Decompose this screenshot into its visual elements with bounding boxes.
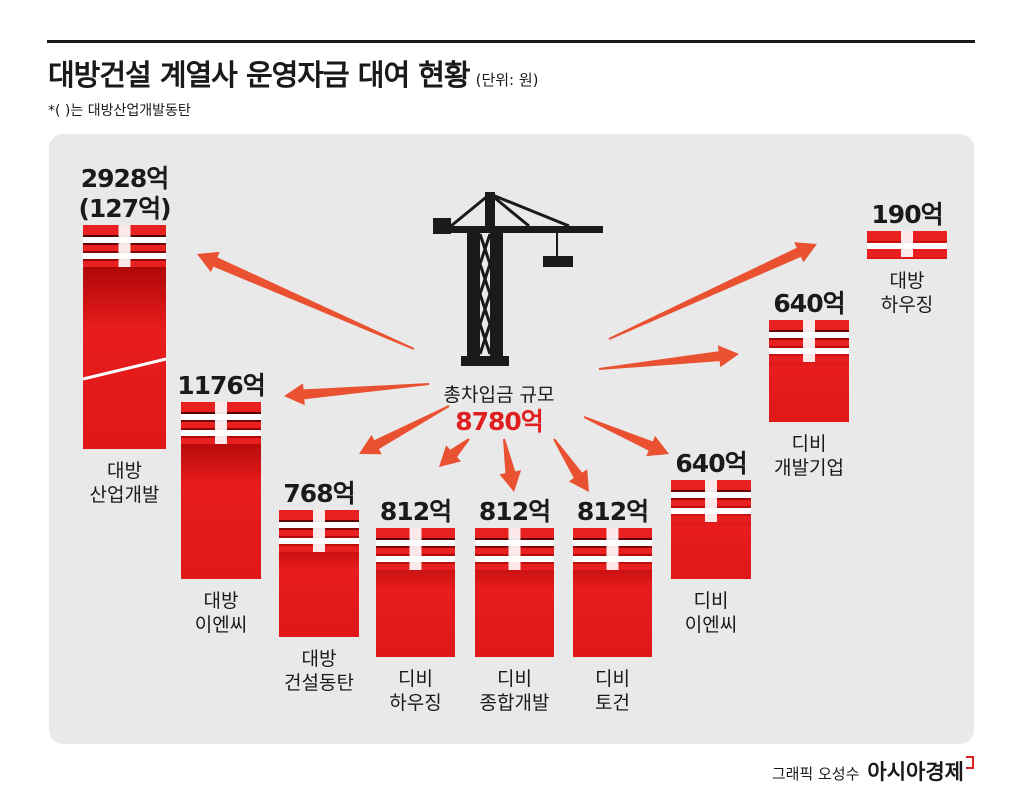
money-stack-icon xyxy=(573,528,652,570)
bar-category-label: 대방 xyxy=(107,460,142,482)
bar-category-label: 하우징 xyxy=(881,294,933,316)
crane-icon xyxy=(433,192,603,366)
bar-category-label: 디비 xyxy=(497,668,532,690)
bar-value-label: 812억 xyxy=(380,497,451,526)
money-stack-icon xyxy=(671,480,751,522)
bar-category-label: 건설동탄 xyxy=(284,672,354,694)
bar-value-label: 812억 xyxy=(577,497,648,526)
bar-category-label: 디비 xyxy=(792,433,827,455)
center-label: 총차입금 규모 xyxy=(444,384,555,406)
break-line xyxy=(82,357,167,381)
bar-category-label: 이엔씨 xyxy=(685,614,737,636)
bar-value-label: 190억 xyxy=(871,200,942,229)
bar-category-label: 대방 xyxy=(302,648,337,670)
page-title: 대방건설 계열사 운영자금 대여 현황 (단위: 원) xyxy=(48,52,539,94)
bars-group: (127억)2928억대방산업개발1176억대방이엔씨768억대방건설동탄812… xyxy=(78,164,947,714)
brand-logo: 아시아경제 xyxy=(867,760,964,784)
chart-svg: (127억)2928억대방산업개발1176억대방이엔씨768억대방건설동탄812… xyxy=(78,164,947,714)
bar-category-label: 디비 xyxy=(595,668,630,690)
footnote: *( )는 대방산업개발동탄 xyxy=(48,103,191,119)
arrow-3 xyxy=(359,405,450,455)
money-stack-icon xyxy=(181,402,261,444)
bar-category-label: 대방 xyxy=(204,590,239,612)
arrow-4 xyxy=(439,438,470,467)
bar-category-label: 이엔씨 xyxy=(195,614,247,636)
money-stack-icon xyxy=(279,510,359,552)
money-stack-icon xyxy=(376,528,455,570)
credit: 그래픽 오성수 아시아경제 xyxy=(772,756,974,786)
arrows-group xyxy=(197,242,817,492)
title-text: 대방건설 계열사 운영자금 대여 현황 xyxy=(48,58,471,92)
bar-category-label: 대방 xyxy=(890,270,925,292)
arrow-1 xyxy=(197,251,415,350)
bar-category-label: 디비 xyxy=(398,668,433,690)
bar-value-label: 768억 xyxy=(283,479,354,508)
arrow-6 xyxy=(553,438,589,492)
center-value: 8780억 xyxy=(455,407,543,436)
bar-value-label: 2928억 xyxy=(81,164,169,193)
arrow-8 xyxy=(598,345,739,370)
chart-panel: (127억) 2928억 대방 산업개발 1176억 대방 이엔씨 768억 대방 건설동탄 812… xyxy=(49,134,974,744)
bar-value-label: 1176억 xyxy=(177,371,265,400)
arrow-5 xyxy=(499,438,522,492)
bar-value-label: 640억 xyxy=(773,289,844,318)
bar-category-label: 토건 xyxy=(595,692,630,714)
money-stack-icon xyxy=(769,320,849,362)
bar-value-label: 640억 xyxy=(675,449,746,478)
money-stack-icon xyxy=(475,528,554,570)
bar-value-label: 812억 xyxy=(479,497,550,526)
arrow-9 xyxy=(608,242,817,340)
top-rule xyxy=(47,40,975,43)
bar-sub-value-label: (127억) xyxy=(78,194,170,223)
bar-category-label: 종합개발 xyxy=(480,692,550,714)
bar-category-label: 디비 xyxy=(694,590,729,612)
bar-category-label: 개발기업 xyxy=(774,457,844,479)
bar-category-label: 산업개발 xyxy=(90,484,160,506)
money-stack-icon xyxy=(867,231,947,257)
money-stack-icon xyxy=(83,225,166,267)
arrow-2 xyxy=(284,383,430,406)
unit-note: (단위: 원) xyxy=(475,71,539,89)
credit-author: 그래픽 오성수 xyxy=(771,765,860,783)
bar-category-label: 하우징 xyxy=(389,692,441,714)
arrow-7 xyxy=(583,416,669,457)
brand-mark-icon xyxy=(966,756,974,769)
